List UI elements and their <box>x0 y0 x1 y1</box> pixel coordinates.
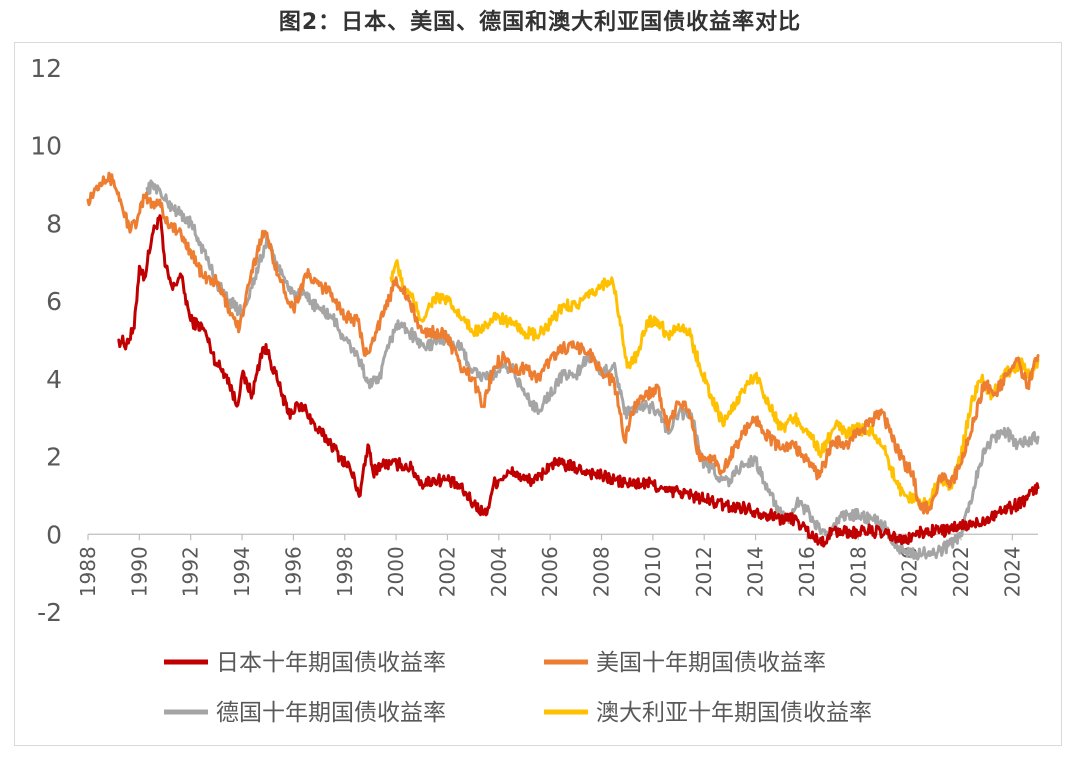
legend-label: 日本十年期国债收益率 <box>216 650 446 676</box>
legend-label: 澳大利亚十年期国债收益率 <box>596 700 872 726</box>
x-tick-label: 2002 <box>435 546 459 597</box>
y-tick-label: 12 <box>30 54 62 83</box>
y-tick-label: 0 <box>46 520 62 549</box>
y-tick-label: -2 <box>37 598 62 627</box>
x-tick-label: 2018 <box>846 546 870 597</box>
x-tick-label: 2006 <box>538 546 562 597</box>
series-line-2 <box>145 179 1040 561</box>
y-tick-label: 4 <box>46 365 62 394</box>
x-tick-label: 2016 <box>795 546 819 597</box>
x-tick-label: 2022 <box>949 546 973 597</box>
x-tick-label: 1988 <box>76 546 100 597</box>
x-tick-label: 1996 <box>281 546 305 597</box>
figure-title: 图2：日本、美国、德国和澳大利亚国债收益率对比 <box>278 10 802 35</box>
x-tick-label: 2004 <box>487 546 511 597</box>
x-tick-label: 1998 <box>333 546 357 597</box>
series-layer <box>86 171 1040 561</box>
x-tick-label: 1990 <box>127 546 151 597</box>
x-tick-label: 2010 <box>641 546 665 597</box>
x-tick-label: 2012 <box>692 546 716 597</box>
x-tick-label: 2000 <box>384 546 408 597</box>
y-tick-label: 2 <box>46 443 62 472</box>
x-tick-label: 2024 <box>1000 546 1024 597</box>
x-tick-label: 2014 <box>744 546 768 597</box>
series-line-0 <box>117 214 1040 548</box>
y-tick-label: 8 <box>46 209 62 238</box>
x-tick-label: 1992 <box>179 546 203 597</box>
x-tick-label: 2008 <box>590 546 614 597</box>
y-tick-label: 10 <box>30 132 62 161</box>
chart-frame <box>14 42 1062 746</box>
series-line-1 <box>86 171 1040 515</box>
series-line-3 <box>389 259 1040 509</box>
y-tick-label: 6 <box>46 287 62 316</box>
x-tick-label: 1994 <box>230 546 254 597</box>
legend-label: 德国十年期国债收益率 <box>216 700 446 726</box>
legend-label: 美国十年期国债收益率 <box>596 650 826 676</box>
